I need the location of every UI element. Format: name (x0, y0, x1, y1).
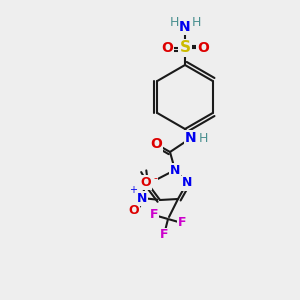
Text: H: H (191, 16, 201, 29)
Text: H: H (169, 16, 179, 29)
Text: O: O (141, 176, 151, 188)
Text: N: N (179, 20, 191, 34)
Text: N: N (137, 191, 147, 205)
Text: H: H (198, 131, 208, 145)
Text: O: O (161, 41, 173, 55)
Text: O: O (150, 137, 162, 151)
Text: F: F (160, 229, 168, 242)
Text: O: O (129, 205, 139, 218)
Text: N: N (170, 164, 180, 176)
Text: S: S (179, 40, 191, 56)
Text: -: - (153, 173, 157, 183)
Text: +: + (129, 185, 137, 195)
Text: O: O (197, 41, 209, 55)
Text: F: F (150, 208, 158, 221)
Text: F: F (178, 217, 186, 230)
Text: N: N (182, 176, 192, 190)
Text: N: N (185, 131, 197, 145)
